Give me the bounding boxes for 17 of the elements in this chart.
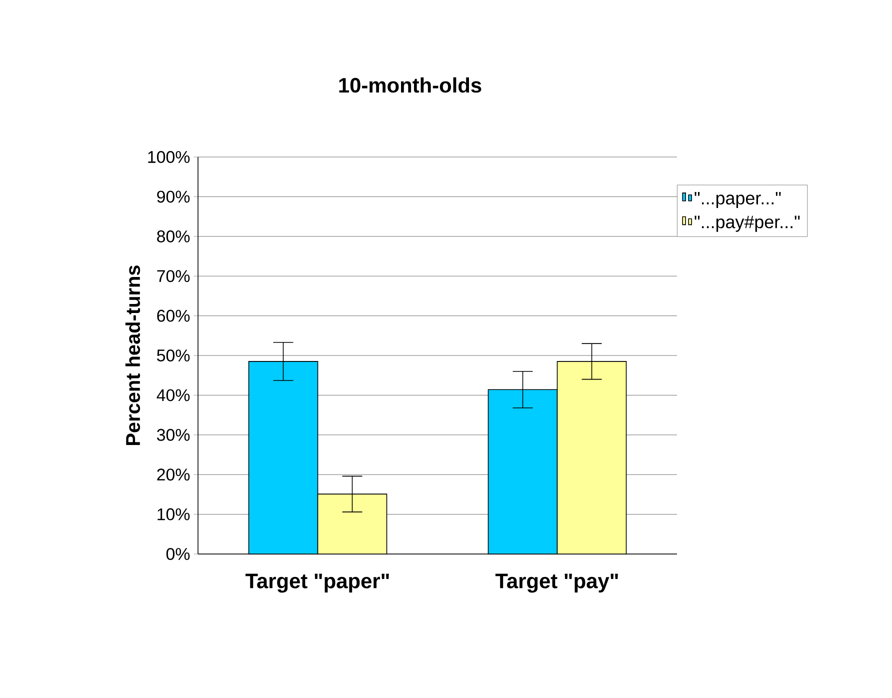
y-tick-label: 20% — [157, 468, 190, 481]
legend-label: "...paper..." — [694, 192, 781, 208]
x-tick-label: Target "pay" — [495, 574, 618, 593]
y-tick-label: 60% — [157, 310, 190, 322]
y-tick-label: 40% — [156, 389, 190, 402]
y-tick-label: 90% — [157, 190, 190, 203]
legend-label: "...pay#per..." — [694, 216, 800, 232]
y-tick-label: 100% — [148, 150, 190, 163]
y-tick-label: 0% — [166, 548, 190, 560]
y-tick-label: 70% — [157, 270, 190, 282]
y-tick-label: 30% — [156, 428, 190, 441]
y-tick-label: 50% — [157, 350, 190, 362]
x-tick-label: Target "paper" — [245, 574, 389, 593]
y-tick-label: 10% — [158, 508, 190, 520]
y-axis-title: Percent head-turns — [125, 266, 140, 445]
y-tick-label: 80% — [157, 230, 190, 242]
chart-title: 10-month-olds — [339, 77, 482, 93]
